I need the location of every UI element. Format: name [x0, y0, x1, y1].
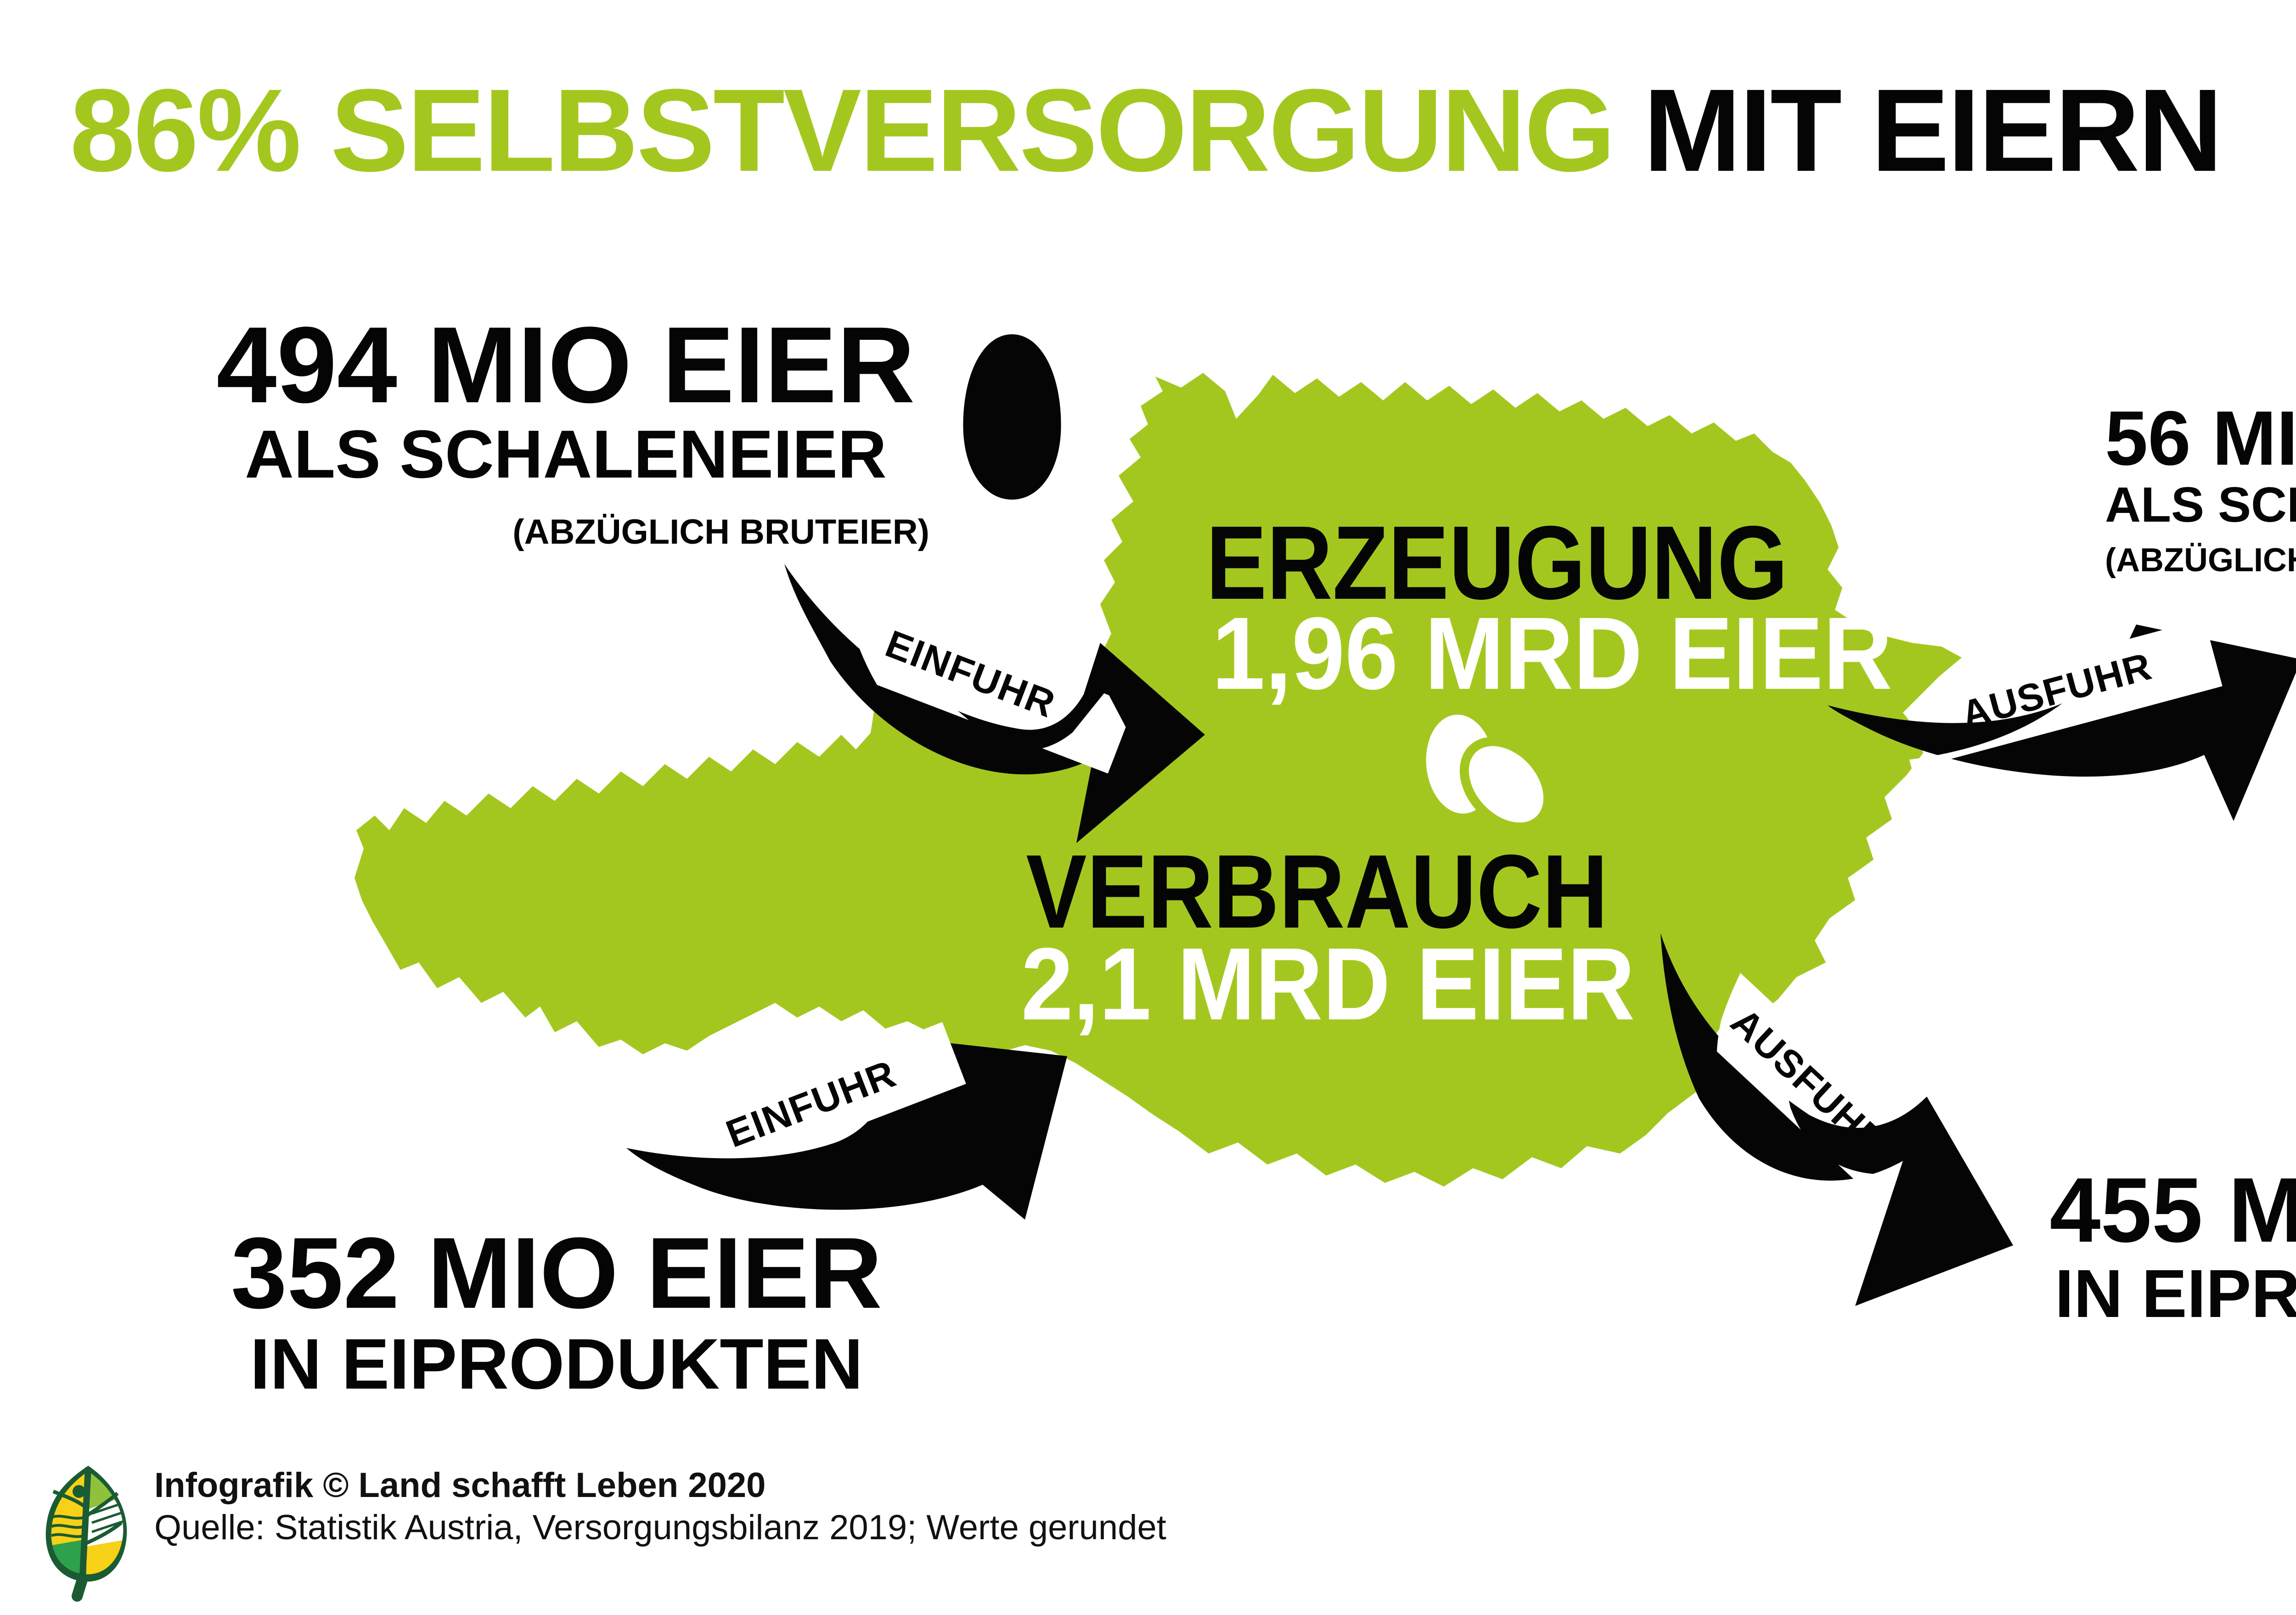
export-shell-note: (ABZÜGLICH BRUTEIER) [2105, 542, 2296, 579]
import-shell-note: (ABZÜGLICH BRUTEIER) [512, 514, 929, 553]
shell-egg-left-icon [963, 334, 1061, 500]
production-value: 1,96 MRD EIER [1212, 595, 1892, 711]
production-label: ERZEUGUNG [1206, 505, 1788, 623]
eggs-center-icon [1426, 715, 1553, 832]
export-products-desc: IN EIPRODUKTEN [2054, 1256, 2296, 1332]
consumption-label: VERBRAUCH [1026, 834, 1608, 951]
page-title: 86% SELBSTVERSORGUNG MIT EIERN [70, 62, 2223, 198]
export-shell-desc: ALS SCHALENEIER [2105, 478, 2296, 533]
page-title-highlight: 86% SELBSTVERSORGUNG [70, 64, 1615, 197]
footer-credit: Infografik © Land schafft Leben 2020 [154, 1468, 766, 1506]
export-shell-value: 56 MIO EIER [2105, 395, 2296, 481]
consumption-value: 2,1 MRD EIER [1021, 926, 1635, 1041]
export-products-value: 455 MIO EIER [2049, 1159, 2296, 1262]
import-products-desc: IN EIPRODUKTEN [250, 1326, 863, 1405]
land-schafft-leben-logo-icon [45, 1466, 127, 1602]
page-title-rest: MIT EIERN [1643, 64, 2223, 197]
import-shell-desc: ALS SCHALENEIER [245, 417, 887, 492]
austria-map [355, 373, 1962, 1187]
import-shell-value: 494 MIO EIER [216, 305, 915, 426]
footer-source: Quelle: Statistik Austria, Versorgungsbi… [154, 1510, 1166, 1548]
import-products-value: 352 MIO EIER [231, 1216, 883, 1330]
